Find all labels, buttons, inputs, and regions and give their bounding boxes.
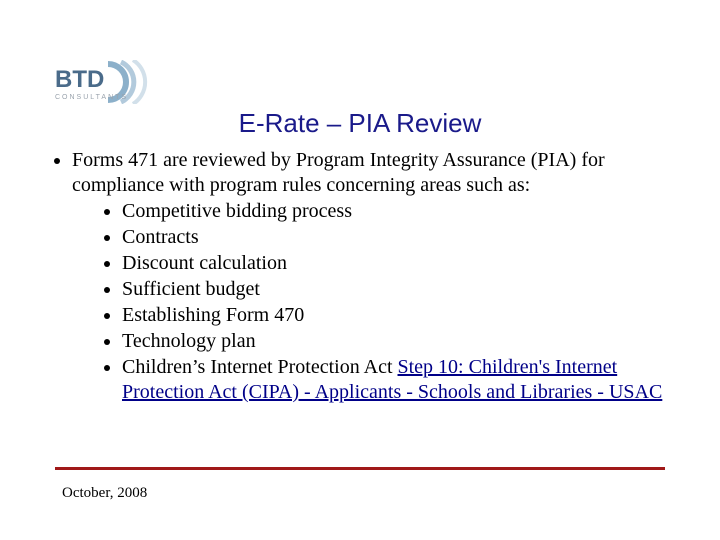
list-item: Discount calculation <box>122 251 680 276</box>
slide: BTD CONSULTANTS E-Rate – PIA Review Form… <box>0 0 720 540</box>
list-item-with-link: Children’s Internet Protection Act Step … <box>122 355 680 405</box>
list-item: Sufficient budget <box>122 277 680 302</box>
slide-title: E-Rate – PIA Review <box>0 108 720 139</box>
slide-body: Forms 471 are reviewed by Program Integr… <box>48 148 680 406</box>
intro-bullet: Forms 471 are reviewed by Program Integr… <box>72 148 680 405</box>
intro-text: Forms 471 are reviewed by Program Integr… <box>72 149 605 196</box>
list-item: Contracts <box>122 225 680 250</box>
logo-text: BTD <box>55 66 104 94</box>
logo-subtext: CONSULTANTS <box>55 94 128 101</box>
footer-date: October, 2008 <box>62 485 147 502</box>
logo: BTD CONSULTANTS <box>55 60 165 108</box>
divider-line <box>55 467 665 470</box>
list-item: Establishing Form 470 <box>122 303 680 328</box>
inner-list: Competitive bidding process Contracts Di… <box>72 199 680 405</box>
list-item: Competitive bidding process <box>122 199 680 224</box>
outer-list: Forms 471 are reviewed by Program Integr… <box>48 148 680 405</box>
list-item: Technology plan <box>122 329 680 354</box>
last-bullet-prefix: Children’s Internet Protection Act <box>122 356 398 378</box>
